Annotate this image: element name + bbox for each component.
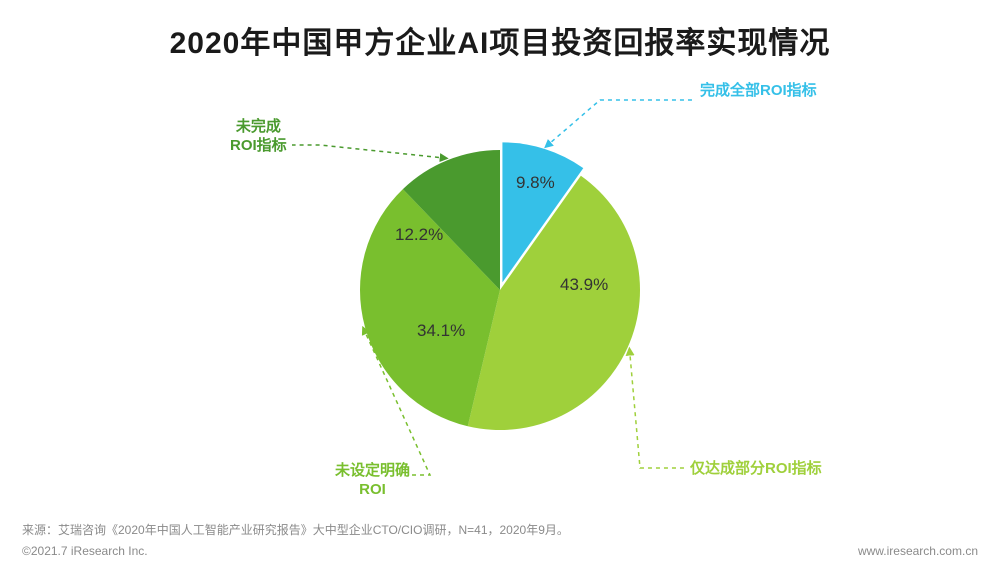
value-label-1: 43.9%	[560, 275, 608, 295]
source-text: 来源：艾瑞咨询《2020年中国人工智能产业研究报告》大中型企业CTO/CIO调研…	[22, 521, 569, 538]
value-label-2: 34.1%	[417, 321, 465, 341]
site-link: www.iresearch.com.cn	[858, 544, 978, 558]
copyright-text: ©2021.7 iResearch Inc.	[22, 544, 148, 558]
pie-chart: 9.8% 43.9% 34.1% 12.2% 完成全部ROI指标 仅达成部分RO…	[0, 70, 1000, 530]
leader-line	[545, 100, 695, 147]
leader-line	[292, 145, 447, 158]
leader-line	[629, 348, 685, 468]
value-label-0: 9.8%	[516, 173, 555, 193]
value-label-3: 12.2%	[395, 225, 443, 245]
slice-label-0: 完成全部ROI指标	[700, 82, 817, 101]
slice-label-3: 未完成 ROI指标	[230, 118, 287, 156]
slice-label-2: 未设定明确 ROI	[335, 462, 410, 500]
slice-label-1: 仅达成部分ROI指标	[690, 460, 822, 479]
chart-title: 2020年中国甲方企业AI项目投资回报率实现情况	[0, 18, 1000, 62]
